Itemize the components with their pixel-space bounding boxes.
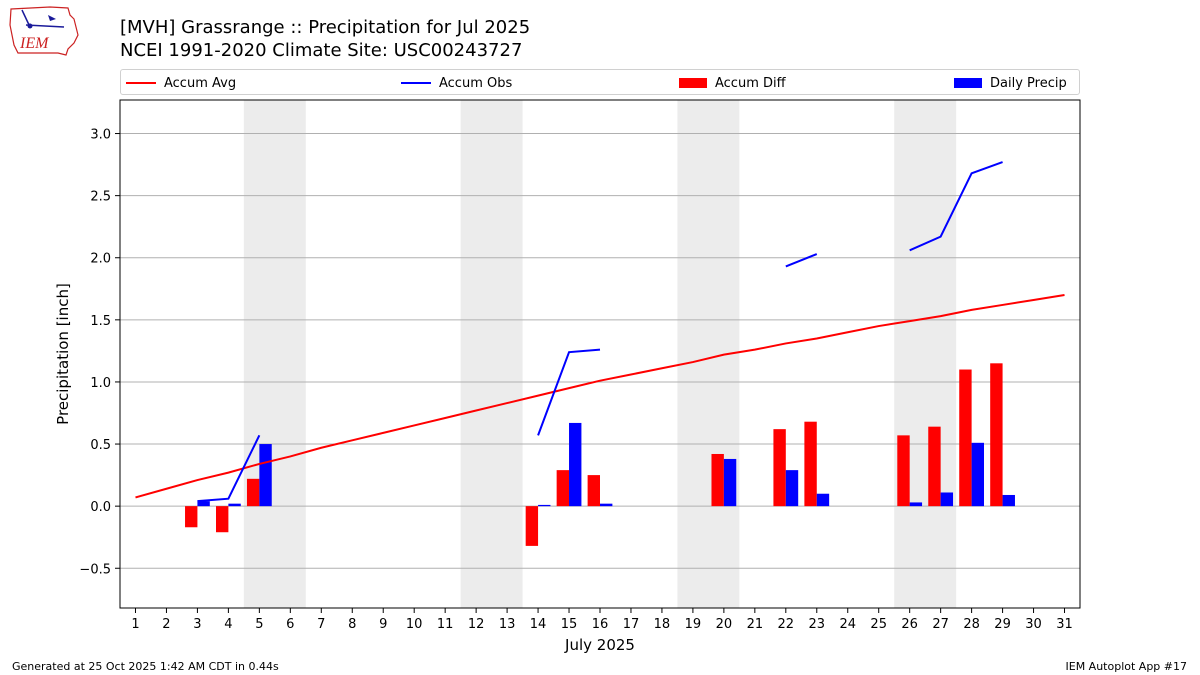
x-tick-label: 7: [317, 617, 325, 632]
legend-swatch-accum-diff: [679, 78, 707, 88]
x-tick-label: 28: [963, 617, 980, 632]
x-tick-label: 5: [255, 617, 263, 632]
x-tick-label: 14: [530, 617, 547, 632]
x-tick-label: 29: [994, 617, 1011, 632]
y-tick-label: 0.0: [90, 500, 111, 515]
accum-diff-bar: [556, 470, 570, 507]
y-axis-label: Precipitation [inch]: [54, 283, 72, 425]
y-tick-label: 0.5: [90, 438, 111, 453]
chart-subtitle: NCEI 1991-2020 Climate Site: USC00243727: [120, 40, 523, 61]
y-tick-label: 1.5: [90, 314, 111, 329]
y-tick-label: 2.5: [90, 190, 111, 205]
accum-avg-line: [135, 294, 1065, 499]
x-tick-label: 26: [901, 617, 918, 632]
accum-diff-bar: [525, 506, 539, 546]
x-tick-label: 2: [162, 617, 170, 632]
accum-diff-bar: [185, 506, 198, 528]
x-tick-label: 25: [870, 617, 887, 632]
x-tick-label: 19: [685, 617, 702, 632]
accum-diff-bar: [928, 426, 941, 507]
daily-precip-bar: [971, 442, 984, 507]
accum-diff-bar: [587, 475, 600, 507]
x-tick-label: 9: [379, 617, 387, 632]
x-tick-label: 20: [716, 617, 733, 632]
accum-obs-line: [197, 434, 261, 503]
accum-diff-bar: [959, 369, 972, 507]
x-tick-label: 16: [592, 617, 609, 632]
weekend-band: [460, 100, 523, 608]
accum-obs-line: [537, 348, 601, 436]
x-tick-label: 23: [809, 617, 826, 632]
x-tick-label: 18: [654, 617, 671, 632]
x-tick-label: 31: [1056, 617, 1073, 632]
accum-obs-line: [785, 253, 818, 268]
legend-label-daily-precip: Daily Precip: [990, 75, 1067, 91]
legend-label-accum-avg: Accum Avg: [164, 75, 237, 91]
weekend-band: [243, 100, 306, 608]
x-tick-label: 10: [406, 617, 423, 632]
daily-precip-bar: [259, 444, 272, 507]
legend-item-accum-diff: Accum Diff: [679, 74, 786, 92]
y-tick-label: 2.0: [90, 252, 111, 267]
accum-diff-bar: [246, 478, 260, 507]
accum-diff-bar: [897, 435, 910, 507]
x-tick-label: 21: [747, 617, 764, 632]
daily-precip-bar: [940, 492, 954, 507]
x-axis-label: July 2025: [564, 636, 635, 654]
legend-item-accum-avg: Accum Avg: [126, 74, 236, 92]
x-tick-label: 1: [131, 617, 139, 632]
x-tick-label: 13: [499, 617, 516, 632]
accum-diff-bar: [773, 429, 786, 507]
x-tick-label: 24: [839, 617, 856, 632]
app-credit: IEM Autoplot App #17: [1065, 660, 1188, 673]
legend-label-accum-obs: Accum Obs: [439, 75, 513, 91]
y-tick-label: 1.0: [90, 376, 111, 391]
legend: Accum Avg Accum Obs Accum Diff Daily Pre…: [120, 69, 1080, 95]
legend-item-daily-precip: Daily Precip: [954, 74, 1067, 92]
wind-cup-icon: [48, 15, 56, 21]
y-tick-label: −0.5: [79, 562, 111, 577]
legend-label-accum-diff: Accum Diff: [715, 75, 786, 91]
legend-item-accum-obs: Accum Obs: [401, 74, 512, 92]
x-tick-label: 27: [932, 617, 949, 632]
daily-precip-bar: [1002, 494, 1015, 507]
daily-precip-bar: [197, 501, 210, 507]
x-tick-label: 30: [1025, 617, 1042, 632]
x-tick-label: 12: [468, 617, 485, 632]
x-tick-label: 22: [778, 617, 795, 632]
daily-precip-bar: [569, 422, 582, 507]
accum-diff-bar: [990, 363, 1003, 507]
accum-diff-bar: [711, 453, 724, 507]
x-tick-label: 4: [224, 617, 232, 632]
accum-diff-bar: [804, 421, 817, 507]
x-tick-label: 6: [286, 617, 294, 632]
legend-swatch-accum-avg: [126, 82, 156, 84]
accum-obs-line: [909, 161, 1003, 252]
daily-precip-bar: [785, 470, 799, 507]
x-tick-label: 3: [193, 617, 201, 632]
weekend-band: [894, 100, 957, 608]
daily-precip-bar: [600, 503, 613, 507]
daily-precip-bar: [228, 503, 241, 507]
daily-precip-bar: [538, 504, 551, 507]
logo-text: IEM: [19, 35, 50, 52]
iem-logo: IEM: [9, 6, 79, 56]
legend-swatch-daily-precip: [954, 78, 982, 88]
instrument-icon: [27, 23, 33, 29]
generated-timestamp: Generated at 25 Oct 2025 1:42 AM CDT in …: [12, 660, 279, 673]
accum-diff-bar: [216, 506, 229, 533]
daily-precip-bar: [816, 493, 830, 507]
x-tick-label: 8: [348, 617, 356, 632]
chart-title: [MVH] Grassrange :: Precipitation for Ju…: [120, 17, 531, 38]
daily-precip-bar: [723, 458, 737, 507]
x-tick-label: 15: [561, 617, 578, 632]
y-tick-label: 3.0: [90, 128, 111, 143]
legend-swatch-accum-obs: [401, 82, 431, 84]
x-tick-label: 17: [623, 617, 640, 632]
x-tick-label: 11: [437, 617, 454, 632]
daily-precip-bar: [909, 502, 923, 507]
